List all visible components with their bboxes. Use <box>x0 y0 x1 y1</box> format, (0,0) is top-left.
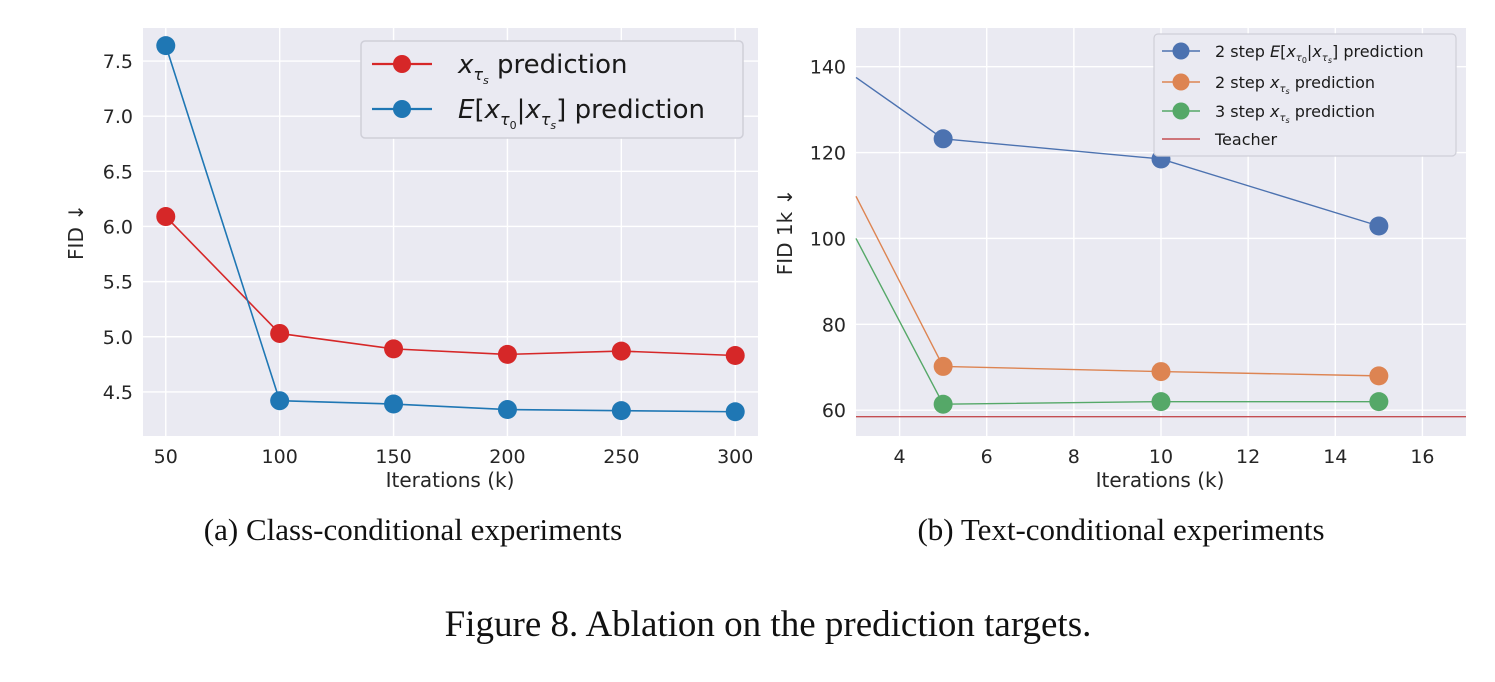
x-tick-100: 100 <box>262 446 298 468</box>
y-tick-4-5: 4.5 <box>103 382 133 404</box>
legend-box <box>1153 33 1457 157</box>
y-tick-7: 7.0 <box>103 106 133 128</box>
x-tick-10: 10 <box>1149 446 1173 468</box>
data-point-x-s-prediction-150 <box>384 339 404 359</box>
x-tick-16: 16 <box>1410 446 1434 468</box>
figure-caption: Figure 8. Ablation on the prediction tar… <box>445 604 1092 645</box>
y-tick-labels: 60 80 100 120 140 <box>810 57 846 423</box>
x-tick-300: 300 <box>717 446 753 468</box>
data-point-2-step-e-x-0-x-s-prediction-15 <box>1369 216 1389 236</box>
data-point-x-s-prediction-100 <box>270 323 290 343</box>
y-tick-120: 120 <box>810 143 846 165</box>
x-tick-14: 14 <box>1323 446 1347 468</box>
y-tick-6: 6.0 <box>103 216 133 238</box>
data-point-e-x-0-x-s-prediction-150 <box>384 394 404 414</box>
x-tick-200: 200 <box>489 446 525 468</box>
y-tick-5: 5.0 <box>103 327 133 349</box>
legend-label-teacher: Teacher <box>1214 130 1277 149</box>
legend-marker-orange <box>1172 73 1190 91</box>
legend-entry-2step-expectation: 2 step E[xτ0|xτs] prediction <box>1162 42 1424 65</box>
x-tick-8: 8 <box>1068 446 1080 468</box>
y-tick-labels: 4.5 5.0 5.5 6.0 6.5 7.0 7.5 <box>103 51 133 404</box>
y-axis-label: FID 1k ↓ <box>773 189 797 276</box>
data-point-2-step-x-s-prediction-5 <box>933 356 953 376</box>
x-tick-4: 4 <box>894 446 906 468</box>
x-tick-150: 150 <box>375 446 411 468</box>
x-axis-label: Iterations (k) <box>1096 468 1225 492</box>
series-line-3-step-x-s-prediction <box>855 238 1379 405</box>
y-tick-5-5: 5.5 <box>103 272 133 294</box>
series-line-e-x-0-x-s-prediction <box>165 45 736 413</box>
data-point-3-step-x-s-prediction-10 <box>1151 392 1171 412</box>
chart-text-conditional: 4 6 8 10 12 14 16 60 80 100 120 140 Iterations (k)… <box>773 28 1466 547</box>
y-axis-label: FID ↓ <box>64 204 88 260</box>
data-point-x-s-prediction-200 <box>497 344 517 364</box>
legend-entry-expectation-prediction: E[xτ0|xτs] prediction <box>372 95 705 132</box>
legend-entry-2step-xts: 2 step xτs prediction <box>1162 73 1375 96</box>
x-tick-250: 250 <box>603 446 639 468</box>
legend-marker-red <box>393 55 411 73</box>
caption-a: (a) Class-conditional experiments <box>204 512 622 547</box>
legend-entry-xts-prediction: xτs prediction <box>372 50 627 87</box>
data-point-3-step-x-s-prediction-15 <box>1369 392 1389 412</box>
y-tick-7-5: 7.5 <box>103 51 133 73</box>
legend-label-xts-prediction: xτs prediction <box>457 50 627 87</box>
data-point-x-s-prediction-50 <box>156 207 176 227</box>
y-tick-140: 140 <box>810 57 846 79</box>
y-tick-6-5: 6.5 <box>103 161 133 183</box>
data-point-e-x-0-x-s-prediction-100 <box>270 391 290 411</box>
legend-label-expectation-prediction: E[xτ0|xτs] prediction <box>458 95 705 132</box>
x-axis-label: Iterations (k) <box>386 468 515 492</box>
x-tick-6: 6 <box>981 446 993 468</box>
data-point-e-x-0-x-s-prediction-50 <box>156 36 176 56</box>
data-point-x-s-prediction-300 <box>725 346 745 366</box>
series-line-2-step-e-x-0-x-s-prediction <box>855 76 1380 227</box>
series-lines <box>855 76 1466 418</box>
data-point-2-step-x-s-prediction-15 <box>1369 366 1389 386</box>
y-tick-80: 80 <box>822 314 846 336</box>
x-tick-labels: 50 100 150 200 250 300 <box>154 446 754 468</box>
legend-marker-green <box>1172 102 1190 120</box>
x-tick-50: 50 <box>154 446 178 468</box>
data-point-2-step-x-s-prediction-10 <box>1151 362 1171 382</box>
data-point-3-step-x-s-prediction-5 <box>933 394 953 414</box>
data-point-e-x-0-x-s-prediction-200 <box>497 400 517 420</box>
legend: 2 step E[xτ0|xτs] prediction 2 step xτs … <box>1153 33 1457 157</box>
legend-label-3step-xts: 3 step xτs prediction <box>1215 102 1375 125</box>
series-markers <box>156 36 745 422</box>
caption-b: (b) Text-conditional experiments <box>917 512 1324 547</box>
series-line-2-step-x-s-prediction <box>855 196 1379 377</box>
data-point-e-x-0-x-s-prediction-250 <box>611 401 631 421</box>
legend-label-2step-expectation: 2 step E[xτ0|xτs] prediction <box>1215 42 1424 65</box>
y-tick-60: 60 <box>822 400 846 422</box>
data-point-e-x-0-x-s-prediction-300 <box>725 402 745 422</box>
legend-label-2step-xts: 2 step xτs prediction <box>1215 73 1375 96</box>
legend-marker-blue <box>1172 42 1190 60</box>
legend: xτs prediction E[xτ0|xτs] prediction <box>360 40 744 139</box>
legend-marker-blue <box>393 100 411 118</box>
legend-entry-teacher: Teacher <box>1162 130 1277 149</box>
y-tick-100: 100 <box>810 228 846 250</box>
series-lines <box>165 45 736 413</box>
legend-box <box>360 40 744 139</box>
chart-class-conditional: 50 100 150 200 250 300 4.55.05.56.06.57.07.5 … <box>64 28 758 547</box>
x-tick-12: 12 <box>1236 446 1260 468</box>
series-markers <box>933 129 1389 414</box>
data-point-x-s-prediction-250 <box>611 341 631 361</box>
legend-entry-3step-xts: 3 step xτs prediction <box>1162 102 1375 125</box>
series-line-x-s-prediction <box>165 216 736 357</box>
x-tick-labels: 4 6 8 10 12 14 16 <box>894 446 1435 468</box>
data-point-2-step-e-x-0-x-s-prediction-5 <box>933 129 953 149</box>
